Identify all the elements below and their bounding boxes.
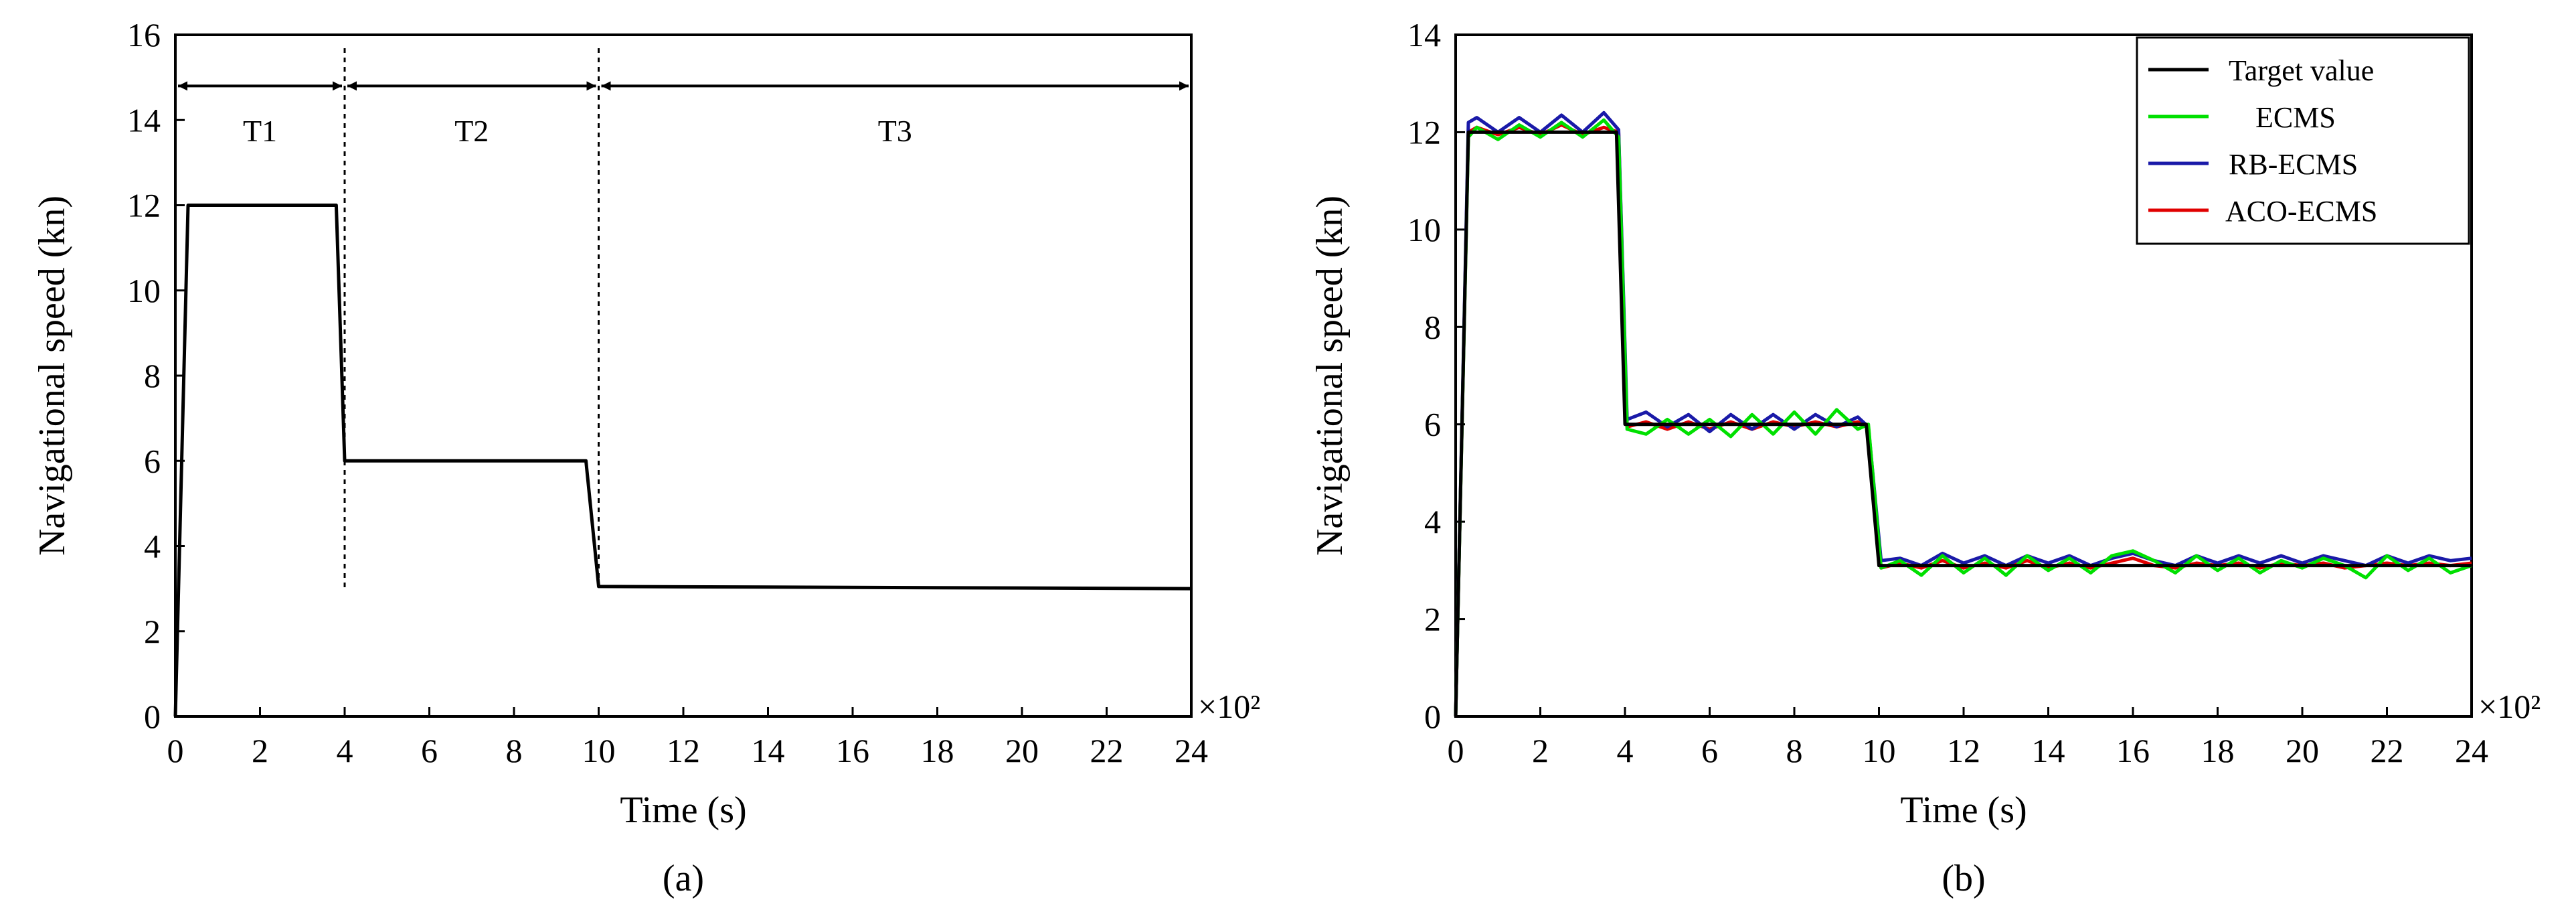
x-tick-label: 4: [1617, 732, 1634, 769]
x-tick-label: 18: [921, 732, 954, 769]
legend-entry-aco-ecms: ACO-ECMS: [2148, 195, 2377, 228]
x-tick-label: 8: [506, 732, 523, 769]
series-line-target-value: [1454, 130, 2472, 717]
x-tick-label: 6: [421, 732, 438, 769]
y-tick-label: 12: [127, 187, 161, 224]
panel-label-b: (b): [1942, 858, 1985, 899]
legend-label-aco-ecms: ACO-ECMS: [2225, 195, 2377, 228]
x-multiplier-b: ×10²: [2478, 688, 2541, 725]
y-tick-label: 14: [1407, 16, 1441, 54]
y-axis-a: 0 2 4 6 8 10 12 14 16: [127, 16, 185, 735]
x-tick-label: 0: [1448, 732, 1464, 769]
x-tick-label: 14: [2032, 732, 2065, 769]
x-tick-label: 12: [1947, 732, 1980, 769]
y-tick-label: 8: [1424, 308, 1441, 346]
legend-entry-target-value: Target value: [2148, 54, 2374, 87]
x-tick-label: 12: [667, 732, 700, 769]
x-tick-label: 24: [1175, 732, 1208, 769]
x-tick-label: 8: [1786, 732, 1803, 769]
x-tick-label: 2: [1532, 732, 1549, 769]
y-tick-label: 16: [127, 16, 161, 54]
x-tick-label: 4: [337, 732, 353, 769]
legend-entry-rb-ecms: RB-ECMS: [2148, 148, 2358, 181]
x-tick-label: 2: [252, 732, 268, 769]
legend-label-rb-ecms: RB-ECMS: [2229, 148, 2358, 181]
phase-annotations-a: T1 T2 T3: [178, 48, 1189, 589]
x-tick-label: 22: [1090, 732, 1124, 769]
y-tick-label: 2: [144, 613, 161, 650]
x-tick-label: 20: [1005, 732, 1039, 769]
y-tick-label: 6: [1424, 406, 1441, 443]
y-tick-label: 8: [144, 357, 161, 394]
x-tick-label: 16: [836, 732, 869, 769]
plot-frame-a: [174, 33, 1193, 718]
x-tick-label: 0: [167, 732, 184, 769]
legend-label-target-value: Target value: [2229, 54, 2374, 87]
y-tick-label: 6: [144, 442, 161, 479]
y-tick-label: 10: [1407, 211, 1441, 248]
x-tick-label: 10: [1863, 732, 1896, 769]
x-multiplier-a: ×10²: [1198, 688, 1260, 725]
legend-label-ecms: ECMS: [2255, 101, 2336, 134]
y-tick-label: 14: [127, 101, 161, 139]
x-tick-label: 20: [2286, 732, 2319, 769]
y-tick-label: 2: [1424, 601, 1441, 638]
x-axis-label-b: Time (s): [1900, 789, 2027, 831]
x-tick-label: 6: [1701, 732, 1718, 769]
y-axis-label-a: Navigational speed (kn): [31, 196, 73, 556]
x-axis-a: 0 2 4 6 8 10 12 14 16 18 20 22 24: [167, 707, 1208, 769]
legend-entry-ecms: ECMS: [2148, 101, 2336, 134]
x-tick-label: 16: [2116, 732, 2150, 769]
phase-label-t3: T3: [878, 114, 912, 148]
series-lines-b: [1454, 110, 2472, 717]
y-tick-label: 10: [127, 272, 161, 309]
x-tick-label: 14: [752, 732, 785, 769]
x-tick-label: 10: [582, 732, 616, 769]
x-tick-label: 18: [2201, 732, 2235, 769]
series-lines-a: [173, 204, 1192, 717]
x-axis-b: 0 2 4 6 8 10 12 14 16 18 20 22 24: [1448, 707, 2488, 769]
panel-label-a: (a): [663, 858, 704, 899]
y-tick-label: 4: [1424, 503, 1441, 540]
y-tick-label: 12: [1407, 113, 1441, 151]
y-tick-label: 4: [144, 528, 161, 565]
phase-label-t1: T1: [243, 114, 277, 148]
y-axis-label-b: Navigational speed (kn): [1309, 196, 1351, 556]
x-axis-label-a: Time (s): [620, 789, 746, 831]
series-line-rb-ecms: [1454, 110, 2472, 717]
series-line: [173, 204, 1192, 717]
y-tick-label: 0: [144, 698, 161, 735]
phase-label-t2: T2: [454, 114, 489, 148]
x-tick-label: 22: [2371, 732, 2404, 769]
y-tick-label: 0: [1424, 698, 1441, 735]
y-axis-b: 0 2 4 6 8 10 12 14: [1407, 16, 1465, 735]
x-tick-label: 24: [2455, 732, 2488, 769]
legend-b: Target value ECMS RB-ECMS ACO-ECMS: [2136, 36, 2470, 245]
